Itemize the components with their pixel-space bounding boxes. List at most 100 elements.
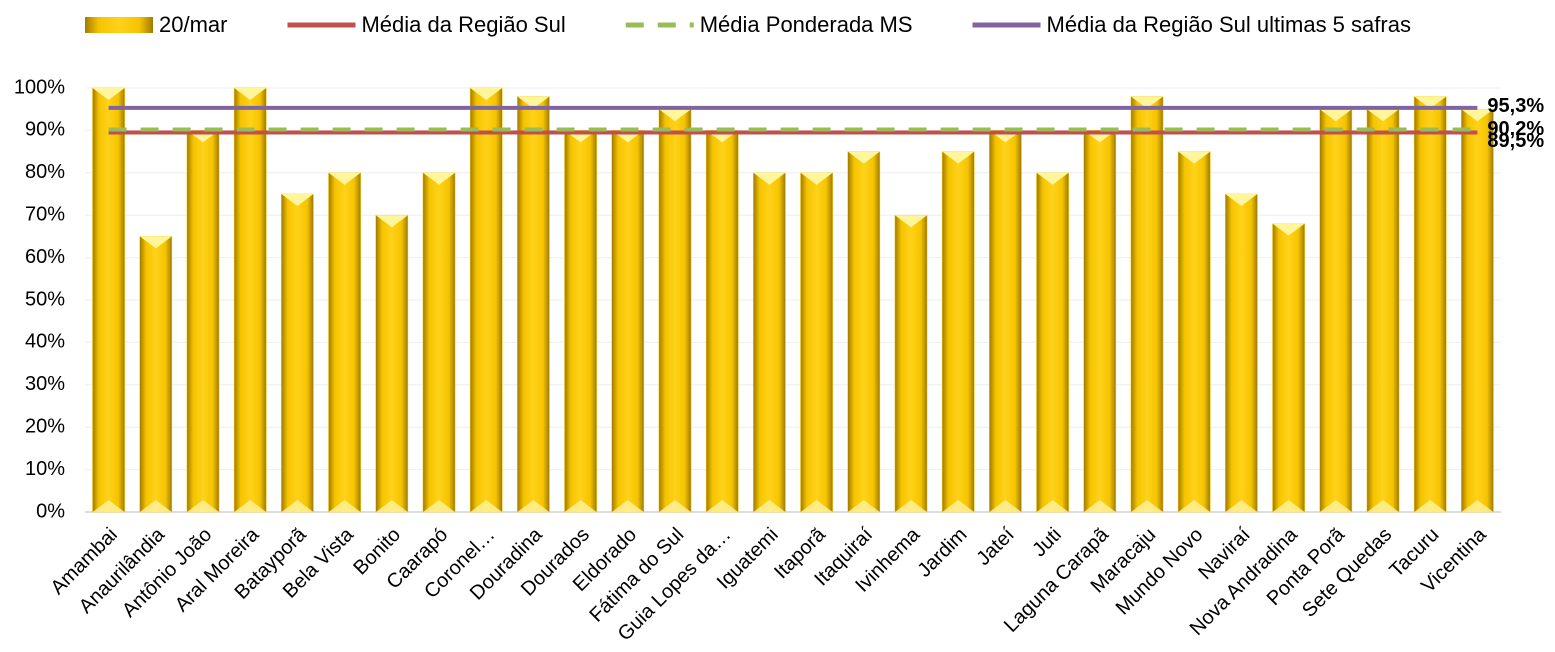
y-tick-label: 30% (25, 373, 65, 395)
bar-bevel (1366, 109, 1400, 122)
bar (233, 87, 267, 513)
bar (92, 87, 125, 513)
bar-bevel (1178, 500, 1211, 512)
bar-bevel (1319, 500, 1352, 512)
y-tick-label: 70% (25, 203, 65, 225)
bar-bevel (800, 172, 833, 185)
bar-bevel (1130, 96, 1164, 109)
bar-bevel (989, 500, 1022, 512)
bar (894, 214, 928, 513)
x-tick-label: Jardim (913, 524, 971, 582)
bar-bevel (92, 88, 125, 100)
bar (658, 108, 692, 513)
bar-bevel (753, 172, 786, 185)
bar-bevel (847, 500, 880, 512)
bar (611, 130, 645, 513)
bar (1366, 108, 1400, 513)
bar-bevel (564, 500, 597, 512)
bar-bevel (186, 500, 220, 512)
bar-bevel (1036, 500, 1069, 512)
bar-bevel (517, 500, 550, 512)
bar (989, 130, 1022, 513)
bar-bevel (234, 500, 267, 512)
bar-bevel (894, 215, 928, 228)
bar (564, 130, 597, 513)
bar-bevel (1272, 223, 1305, 236)
x-tick-label: Juti (1028, 524, 1066, 562)
bar-bevel (800, 500, 833, 512)
bar-bevel (328, 172, 361, 185)
bar-bevel (1414, 500, 1447, 512)
bar-bevel (1461, 109, 1494, 122)
reference-label: 95,3% (1487, 95, 1544, 117)
bar (1272, 223, 1305, 513)
bar-bevel (422, 172, 456, 185)
bar-bevel (1461, 500, 1494, 512)
legend-label: 20/mar (159, 12, 227, 37)
bar-bevel (281, 194, 314, 206)
bar-bevel (1272, 500, 1305, 512)
legend-label: Média Ponderada MS (700, 12, 913, 37)
bar (1461, 108, 1494, 513)
y-tick-label: 40% (25, 331, 65, 353)
y-tick-label: 20% (25, 415, 65, 437)
bar (517, 96, 550, 513)
bar (1130, 96, 1164, 513)
bar (1036, 172, 1069, 513)
bar-bevel (470, 500, 503, 512)
bar-bevel (611, 500, 644, 512)
bar-bevel (139, 236, 172, 249)
bar-bevel (422, 500, 456, 512)
bar-bevel (234, 88, 267, 100)
bar-bevel (139, 500, 172, 512)
bar (1225, 193, 1258, 513)
bar-bevel (375, 500, 408, 512)
reference-label: 89,5% (1487, 130, 1544, 152)
bar-bevel (847, 151, 880, 164)
bar-bevel (894, 500, 928, 512)
bar (753, 172, 786, 513)
bar-bevel (328, 500, 361, 512)
bar-bevel (517, 96, 550, 109)
bar (705, 130, 739, 513)
bar (422, 172, 456, 513)
bar (800, 172, 833, 513)
y-tick-label: 10% (25, 458, 65, 480)
bar-bevel (1366, 500, 1400, 512)
legend-label: Média da Região Sul ultimas 5 safras (1047, 12, 1411, 37)
bar (1319, 108, 1353, 513)
y-tick-label: 90% (25, 119, 65, 141)
bar-bevel (1083, 500, 1116, 512)
reference-label: 90,2% (1487, 118, 1544, 140)
bar (1177, 151, 1211, 513)
bar-bevel (753, 500, 786, 512)
bar-bevel (1178, 151, 1211, 164)
bar (328, 172, 361, 513)
bar-bevel (942, 500, 975, 512)
bar-bevel (281, 500, 314, 512)
bar-bevel (1225, 500, 1258, 512)
bar-bevel (1225, 194, 1258, 206)
bar-bevel (1414, 96, 1447, 109)
bar-bevel (658, 109, 692, 122)
bar (139, 236, 173, 513)
bar-bevel (942, 151, 975, 164)
y-tick-label: 60% (25, 246, 65, 268)
bar-bevel (1319, 109, 1352, 122)
bar (186, 130, 220, 513)
y-tick-label: 50% (25, 288, 65, 310)
legend-label: Média da Região Sul (361, 12, 565, 37)
bar-bevel (92, 500, 125, 512)
bar (375, 214, 409, 513)
bar-bevel (658, 500, 692, 512)
bar (847, 151, 881, 513)
bar-bevel (706, 500, 739, 512)
x-tick-label: Jateí (972, 523, 1019, 570)
y-tick-label: 100% (14, 76, 65, 98)
legend-swatch (85, 17, 153, 33)
bar-bevel (1130, 500, 1164, 512)
y-tick-label: 0% (36, 500, 65, 522)
bar (941, 151, 975, 513)
bar (1413, 96, 1447, 513)
